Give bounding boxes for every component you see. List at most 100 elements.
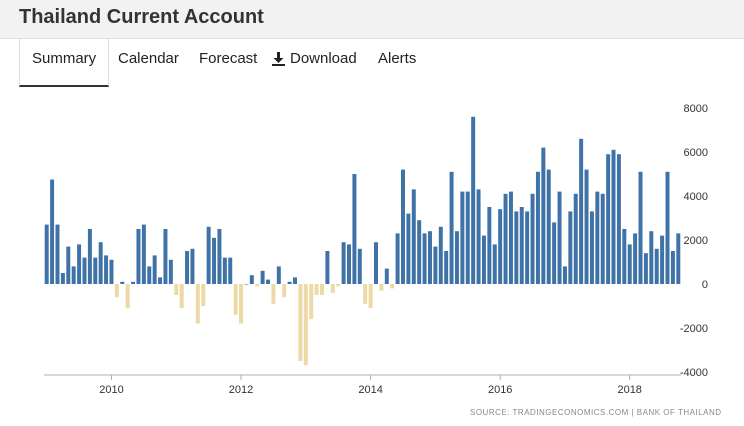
tab-forecast[interactable]: Forecast	[199, 39, 257, 85]
chart-bar	[114, 284, 119, 298]
chart-bar	[384, 268, 389, 284]
tab-download[interactable]: Download	[272, 39, 357, 85]
chart-bar	[163, 229, 168, 284]
chart-bar	[487, 207, 492, 284]
chart-bar	[654, 248, 659, 284]
chart-bar	[454, 231, 459, 284]
y-tick-label: -2000	[680, 323, 708, 335]
chart-bar	[336, 284, 341, 287]
tab-alerts-label: Alerts	[378, 50, 417, 67]
chart-bar	[309, 284, 314, 320]
chart-bar	[352, 174, 357, 284]
current-account-chart: -4000 -2000 0 2000 4000 6000 8000 2010 2012 2014…	[44, 103, 708, 395]
y-tick-label: 6000	[684, 147, 708, 159]
chart-bar	[417, 220, 422, 284]
chart-bar	[179, 284, 184, 309]
chart-bar	[239, 284, 244, 324]
chart-bar	[109, 259, 114, 284]
chart-bar	[368, 284, 373, 309]
chart-bar	[60, 273, 65, 284]
chart-bar	[627, 244, 632, 284]
chart-bar	[320, 284, 325, 295]
y-tick-label: 8000	[684, 103, 708, 115]
chart-bar	[514, 211, 519, 284]
chart-bar	[222, 257, 227, 284]
chart-bar	[638, 171, 643, 284]
chart-bar	[303, 284, 308, 366]
chart-bar	[471, 116, 476, 284]
page-title: Thailand Current Account	[19, 6, 264, 28]
chart-bar	[136, 229, 141, 284]
chart-bar	[606, 154, 611, 284]
x-axis: 2010 2012 2014 2016 2018	[44, 374, 681, 395]
chart-bar	[249, 275, 254, 284]
chart-bar	[616, 154, 621, 284]
y-tick-label: 0	[702, 279, 708, 291]
chart-bar	[131, 281, 136, 284]
chart-bar	[152, 255, 157, 284]
chart-bar	[573, 193, 578, 284]
chart-bar	[244, 284, 249, 285]
chart-bar	[228, 257, 233, 284]
chart-bar	[530, 193, 535, 284]
chart-bar	[347, 244, 351, 284]
tab-alerts[interactable]: Alerts	[378, 39, 416, 85]
y-tick-label: 4000	[684, 191, 708, 203]
chart-bar	[481, 235, 486, 284]
chart-bar	[212, 237, 217, 284]
chart-bar	[400, 169, 405, 284]
chart-bars	[44, 116, 681, 366]
chart-bar	[330, 284, 335, 293]
tab-download-label: Download	[290, 50, 357, 67]
y-tick-label: 2000	[684, 235, 708, 247]
chart-bar	[120, 281, 125, 284]
x-tick-label: 2014	[358, 384, 382, 395]
chart-bar	[168, 259, 173, 284]
chart-bar	[325, 251, 330, 284]
chart-bar	[660, 235, 665, 284]
chart-bar	[44, 224, 49, 284]
tab-summary[interactable]: Summary	[19, 39, 110, 87]
chart-bar	[503, 193, 508, 284]
chart-bar	[584, 169, 589, 284]
chart-bar	[298, 284, 303, 361]
chart-bar	[314, 284, 319, 295]
chart-bar	[260, 270, 265, 284]
download-icon	[272, 52, 285, 67]
chart-bar	[611, 149, 616, 284]
chart-bar	[643, 253, 648, 284]
chart-bar	[363, 284, 368, 304]
tab-calendar[interactable]: Calendar	[118, 39, 179, 85]
chart-bar	[293, 277, 298, 284]
chart-bar	[568, 211, 573, 284]
x-tick-label: 2012	[229, 384, 253, 395]
tab-bar: Summary Calendar Forecast Download Alert…	[19, 39, 744, 87]
chart-bar	[276, 266, 281, 284]
chart-bar	[357, 248, 362, 284]
chart-bar	[98, 242, 103, 284]
chart-bar	[438, 226, 443, 284]
chart-bar	[271, 284, 276, 304]
chart-bar	[282, 284, 287, 298]
chart-bar	[665, 171, 670, 284]
chart-bar	[633, 233, 638, 284]
x-tick-label: 2018	[617, 384, 641, 395]
x-tick-label: 2010	[99, 384, 123, 395]
source-label: SOURCE: TRADINGECONOMICS.COM | BANK OF T…	[470, 408, 722, 417]
chart-bar	[557, 191, 562, 284]
chart-bar	[444, 251, 449, 284]
chart-bar	[379, 284, 384, 291]
chart-bar	[498, 209, 503, 284]
chart-bar	[411, 189, 416, 284]
chart-bar	[649, 231, 654, 284]
chart-bar	[82, 257, 87, 284]
chart-bar	[589, 211, 594, 284]
y-axis: -4000 -2000 0 2000 4000 6000 8000	[680, 103, 708, 379]
chart-bar	[147, 266, 152, 284]
tab-calendar-label: Calendar	[118, 50, 179, 67]
chart-bar	[87, 229, 92, 284]
chart-bar	[233, 284, 238, 315]
chart-bar	[525, 211, 530, 284]
chart-bar	[71, 266, 76, 284]
chart-bar	[341, 242, 346, 284]
